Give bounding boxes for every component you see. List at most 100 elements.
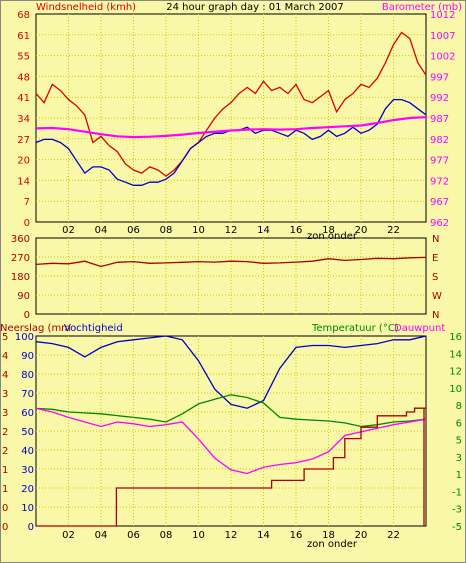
wind-tick-label: 55: [17, 52, 30, 63]
temperature-tick-label: 1: [456, 470, 462, 481]
wind-tick-label: 68: [17, 10, 30, 21]
humidity-tick-label: 100: [15, 332, 34, 343]
rain-tick-label: 0: [2, 503, 8, 514]
humidity-axis-label: Vochtigheid: [64, 323, 123, 334]
temperature-tick-label: 3: [456, 453, 462, 464]
humidity-tick-label: 70: [21, 389, 34, 400]
humidity-tick-label: 20: [21, 484, 34, 495]
sunset-label-top: zon onder: [307, 231, 358, 242]
humidity-tick-label: 50: [21, 427, 34, 438]
temperature-tick-label: 16: [449, 332, 462, 343]
x-tick-label: 06: [127, 225, 140, 236]
x-tick-label: 20: [355, 530, 368, 541]
compass-tick-label: S: [432, 272, 438, 283]
direction-tick-label: 270: [11, 253, 30, 264]
direction-tick-label: 360: [11, 234, 30, 245]
temperature-tick-label: 14: [449, 349, 462, 360]
x-tick-label: 08: [160, 225, 173, 236]
wind-tick-label: 20: [17, 156, 30, 167]
temperature-tick-label: -3: [452, 505, 462, 516]
series-line-p1-0: [35, 31, 427, 177]
humidity-tick-label: 10: [21, 503, 34, 514]
barometer-tick-label: 1012: [430, 10, 455, 21]
dewpoint-axis-label: Dauwpunt: [394, 323, 445, 334]
barometer-tick-label: 967: [430, 197, 449, 208]
barometer-tick-label: 977: [430, 156, 449, 167]
x-tick-label: 14: [257, 530, 270, 541]
temperature-axis-label: Temperatuur (°C): [311, 323, 399, 334]
x-tick-label: 10: [192, 225, 205, 236]
x-tick-label: 16: [290, 225, 303, 236]
x-tick-label: 18: [322, 225, 335, 236]
barometer-tick-label: 992: [430, 93, 449, 104]
barometer-tick-label: 987: [430, 114, 449, 125]
barometer-tick-label: 1007: [430, 31, 455, 42]
barometer-tick-label: 962: [430, 218, 449, 229]
wind-tick-label: 7: [24, 197, 30, 208]
rain-tick-label: 1: [2, 484, 8, 495]
x-tick-label: 18: [322, 530, 335, 541]
wind-tick-label: 14: [17, 176, 30, 187]
x-tick-label: 16: [290, 530, 303, 541]
compass-tick-label: W: [432, 291, 442, 302]
humidity-tick-label: 80: [21, 370, 34, 381]
series-line-p3-3: [36, 407, 426, 527]
x-tick-label: 10: [192, 530, 205, 541]
series-line-p1-2: [35, 116, 427, 139]
x-tick-label: 12: [225, 530, 238, 541]
x-tick-label: 22: [387, 225, 400, 236]
wind-tick-label: 61: [17, 31, 30, 42]
direction-tick-label: 0: [24, 310, 30, 321]
compass-tick-label: N: [432, 234, 439, 245]
rain-tick-label: 3: [2, 389, 8, 400]
x-tick-label: 08: [160, 530, 173, 541]
barometer-tick-label: 1002: [430, 52, 455, 63]
wind-tick-label: 0: [24, 218, 30, 229]
temperature-tick-label: 12: [449, 367, 462, 378]
temperature-tick-label: 5: [456, 436, 462, 447]
x-tick-label: 02: [62, 225, 75, 236]
barometer-tick-label: 997: [430, 72, 449, 83]
wind-direction-line: [35, 256, 427, 268]
wind-axis-label: Windsnelheid (kmh): [36, 2, 136, 13]
wind-tick-label: 34: [17, 114, 30, 125]
barometer-axis-label: Barometer (mb): [382, 2, 462, 13]
wind-tick-label: 48: [17, 72, 30, 83]
chart-title: 24 hour graph day : 01 March 2007: [166, 2, 344, 13]
wind-tick-label: 41: [17, 93, 30, 104]
temperature-tick-label: 6: [456, 418, 462, 429]
compass-tick-label: N: [432, 310, 439, 321]
rain-tick-label: 5: [2, 332, 8, 343]
humidity-tick-label: 40: [21, 446, 34, 457]
direction-tick-label: 90: [17, 291, 30, 302]
series-layer: [35, 31, 427, 527]
x-tick-label: 14: [257, 225, 270, 236]
temperature-tick-label: 8: [456, 401, 462, 412]
x-tick-label: 04: [95, 225, 108, 236]
rain-tick-label: 3: [2, 408, 8, 419]
x-tick-label: 02: [62, 530, 75, 541]
temperature-tick-label: 10: [449, 384, 462, 395]
rain-tick-label: 4: [2, 370, 8, 381]
direction-tick-label: 180: [11, 272, 30, 283]
humidity-tick-label: 30: [21, 465, 34, 476]
sunset-label-bottom: zon onder: [307, 539, 358, 550]
x-tick-label: 06: [127, 530, 140, 541]
barometer-tick-label: 972: [430, 176, 449, 187]
x-tick-label: 20: [355, 225, 368, 236]
wind-tick-label: 27: [17, 135, 30, 146]
rain-tick-label: 0: [2, 522, 8, 533]
x-tick-label: 12: [225, 225, 238, 236]
compass-tick-label: E: [432, 253, 438, 264]
humidity-tick-label: 0: [28, 522, 34, 533]
temperature-tick-label: -1: [452, 487, 462, 498]
barometer-tick-label: 982: [430, 135, 449, 146]
rain-tick-label: 4: [2, 351, 8, 362]
humidity-tick-label: 60: [21, 408, 34, 419]
humidity-tick-label: 90: [21, 351, 34, 362]
rain-tick-label: 1: [2, 465, 8, 476]
x-tick-label: 22: [387, 530, 400, 541]
